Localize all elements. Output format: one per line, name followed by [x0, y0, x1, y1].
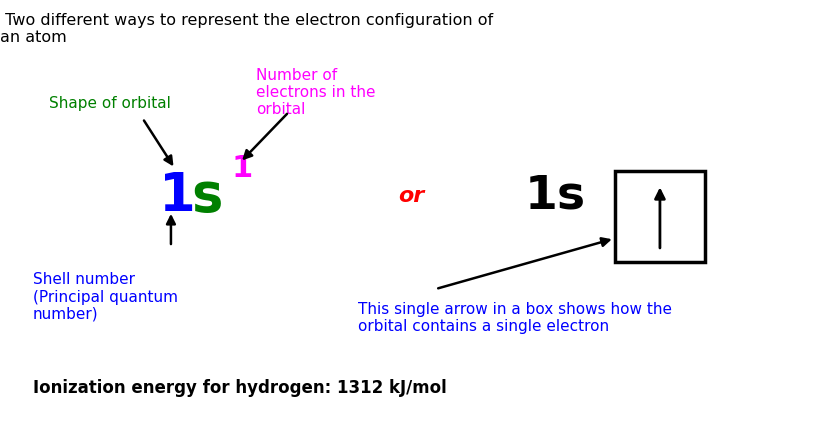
- Text: Two different ways to represent the electron configuration of
an atom: Two different ways to represent the elec…: [0, 13, 493, 45]
- Text: Shell number
(Principal quantum
number): Shell number (Principal quantum number): [33, 272, 177, 322]
- Text: 1s: 1s: [525, 174, 586, 219]
- Text: s: s: [191, 170, 223, 222]
- Text: 1: 1: [232, 154, 253, 183]
- Bar: [615, 171, 705, 262]
- Text: Ionization energy for hydrogen: 1312 kJ/mol: Ionization energy for hydrogen: 1312 kJ/…: [33, 379, 446, 397]
- Text: Number of
electrons in the
orbital: Number of electrons in the orbital: [256, 68, 376, 117]
- Text: Shape of orbital: Shape of orbital: [49, 96, 171, 111]
- Text: or: or: [398, 186, 424, 206]
- Text: This single arrow in a box shows how the
orbital contains a single electron: This single arrow in a box shows how the…: [358, 302, 672, 334]
- Text: 1: 1: [159, 170, 195, 222]
